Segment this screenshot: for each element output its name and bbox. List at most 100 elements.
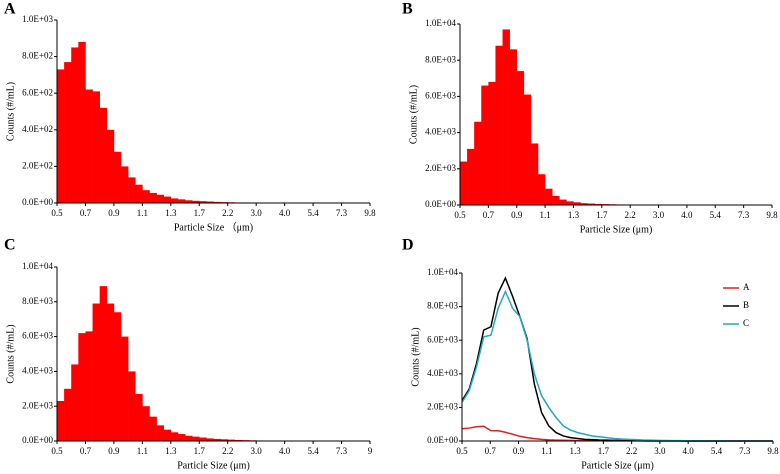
y-tick-label: 0.0E+00 — [425, 199, 456, 209]
x-tick-label: 0.5 — [454, 210, 466, 220]
bar — [113, 312, 122, 441]
y-tick-label: 0.0E+00 — [22, 435, 53, 445]
bar — [135, 394, 143, 441]
bar — [78, 333, 86, 441]
bar — [128, 371, 136, 441]
x-tick-label: 0.5 — [456, 446, 468, 456]
line-series — [461, 276, 773, 442]
y-tick-label: 6.0E+03 — [425, 90, 456, 100]
bar — [177, 199, 186, 203]
x-tick-label: 0.9 — [108, 446, 120, 456]
bar — [213, 438, 221, 441]
bar — [530, 143, 539, 205]
bar — [566, 201, 574, 205]
bar — [170, 432, 179, 441]
y-tick-label: 6.0E+03 — [22, 331, 53, 341]
bar — [128, 177, 136, 203]
bar — [573, 202, 581, 205]
x-tick-label: 4.0 — [681, 210, 693, 220]
x-tick-label: 0.9 — [513, 446, 525, 456]
x-tick-label: 7.3 — [336, 446, 348, 456]
bar — [594, 203, 603, 205]
bar — [85, 89, 93, 203]
bar — [106, 303, 115, 441]
bar — [149, 416, 157, 441]
y-tick-label: 2.0E+03 — [22, 400, 53, 410]
bar — [206, 201, 214, 203]
panel: C 0.0E+00 2.0E+03 4.0E+03 6.0E+03 8.0E+03 1.0E… — [4, 237, 373, 472]
bar — [545, 188, 553, 205]
y-tick-label: 0.0E+00 — [22, 197, 53, 207]
bar — [495, 45, 503, 205]
bar — [234, 439, 243, 441]
x-axis-title: Particle Size (μm) — [177, 460, 250, 471]
bar — [170, 198, 179, 203]
bar — [580, 203, 588, 205]
bar — [163, 196, 172, 203]
x-tick-label: 9.8 — [364, 208, 376, 218]
bar — [64, 388, 72, 441]
x-tick-label: 5.4 — [711, 446, 723, 456]
bar — [516, 71, 525, 205]
x-tick-label: 0.7 — [485, 446, 497, 456]
bar — [57, 69, 65, 203]
panel-label: A — [4, 1, 16, 18]
bar — [92, 303, 100, 441]
y-tick-label: 4.0E+03 — [425, 127, 456, 137]
x-tick-label: 1.3 — [569, 446, 581, 456]
bar — [199, 201, 207, 203]
bar — [538, 174, 546, 205]
bar — [142, 190, 150, 203]
x-tick-label: 0.5 — [51, 446, 63, 456]
x-tick-label: 2.2 — [626, 446, 637, 456]
bar — [523, 94, 532, 205]
bar — [199, 437, 207, 441]
bar — [213, 201, 221, 203]
panel-label: B — [402, 1, 413, 18]
bar — [78, 41, 86, 204]
panel: B 0.0E+00 2.0E+03 4.0E+03 6.0E+03 8.0E+03 1.0E… — [402, 1, 778, 236]
bar — [460, 161, 468, 205]
x-tick-label: 4.0 — [279, 446, 291, 456]
y-axis-title: Counts (#/mL) — [5, 324, 16, 383]
x-tick-label: 1.7 — [598, 446, 610, 456]
bar — [185, 435, 193, 441]
bar — [552, 195, 560, 205]
x-tick-label: 1.7 — [596, 210, 608, 220]
panel: D 0.0E+00 2.0E+03 4.0E+03 6.0E+03 8.0E+03 1.0E… — [402, 237, 779, 472]
y-tick-label: 8.0E+03 — [427, 301, 458, 311]
x-tick-label: 1.1 — [539, 210, 550, 220]
y-tick-label: 8.0E+02 — [22, 51, 53, 61]
y-tick-label: 4.0E+03 — [427, 368, 458, 378]
bar — [121, 166, 129, 203]
x-tick-label: 1.7 — [194, 208, 206, 218]
bar — [192, 200, 200, 203]
y-axis-title: Counts (#/mL) — [408, 85, 419, 144]
bar — [71, 364, 79, 441]
bar — [113, 151, 122, 203]
y-tick-label: 2.0E+03 — [425, 163, 456, 173]
bar — [142, 406, 150, 441]
bar — [57, 400, 65, 441]
y-tick-label: 6.0E+03 — [427, 334, 458, 344]
bar — [99, 286, 108, 441]
y-tick-label: 4.0E+02 — [22, 124, 53, 134]
x-tick-label: 5.4 — [307, 446, 319, 456]
bar — [106, 129, 115, 203]
line-series — [461, 289, 773, 442]
y-tick-label: 2.0E+02 — [22, 160, 53, 170]
x-tick-label: 9.8 — [766, 210, 778, 220]
x-tick-label: 5.4 — [307, 208, 319, 218]
x-tick-label: 3.0 — [251, 446, 263, 456]
bar — [559, 199, 567, 205]
y-axis-title: Counts (#/mL) — [410, 327, 421, 386]
x-tick-label: 3.0 — [654, 446, 666, 456]
bar — [509, 49, 518, 206]
x-tick-label: 4.0 — [279, 208, 291, 218]
x-tick-label: 1.3 — [165, 208, 177, 218]
x-tick-label: 0.5 — [51, 208, 63, 218]
x-tick-label: 1.3 — [165, 446, 177, 456]
y-tick-label: 1.0E+03 — [22, 14, 53, 24]
x-tick-label: 0.9 — [511, 210, 523, 220]
